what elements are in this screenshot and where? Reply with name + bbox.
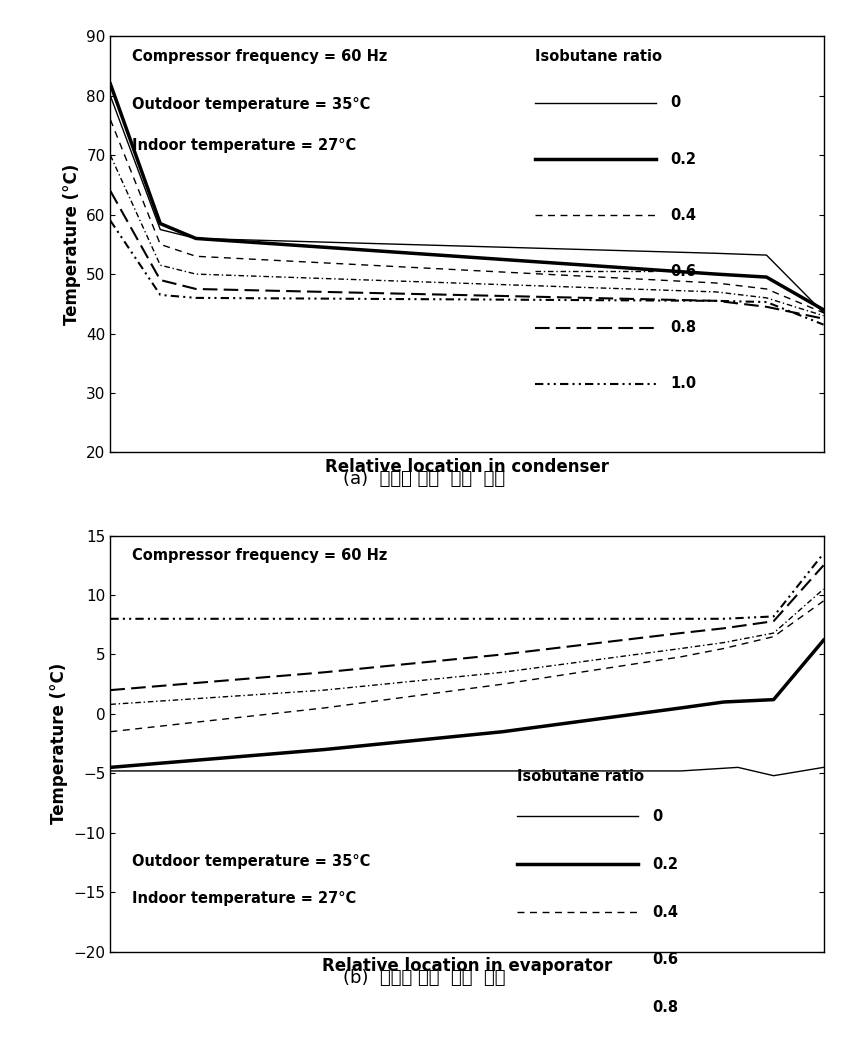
Text: 0.2: 0.2 [652,857,678,872]
Text: (b)  증발기 내부  온도  분포: (b) 증발기 내부 온도 분포 [343,969,506,987]
X-axis label: Relative location in condenser: Relative location in condenser [325,458,609,476]
Text: Outdoor temperature = 35°C: Outdoor temperature = 35°C [132,854,370,868]
Text: Isobutane ratio: Isobutane ratio [517,769,644,783]
Y-axis label: Temperature (°C): Temperature (°C) [63,163,81,326]
Text: Indoor temperature = 27°C: Indoor temperature = 27°C [132,891,356,906]
Text: 0.6: 0.6 [670,264,696,279]
Text: Outdoor temperature = 35°C: Outdoor temperature = 35°C [132,97,370,111]
Text: 0.8: 0.8 [670,320,696,335]
Text: 0: 0 [652,809,662,824]
Text: (a)  응충기 내부  온도  분포: (a) 응충기 내부 온도 분포 [344,470,505,488]
Text: Isobutane ratio: Isobutane ratio [535,49,661,63]
Y-axis label: Temperature (°C): Temperature (°C) [50,662,68,825]
Text: Compressor frequency = 60 Hz: Compressor frequency = 60 Hz [132,49,387,63]
Text: 0.6: 0.6 [652,953,678,967]
Text: 0.4: 0.4 [670,208,696,223]
Text: 1.0: 1.0 [670,376,696,391]
X-axis label: Relative location in evaporator: Relative location in evaporator [322,957,612,976]
Text: 0: 0 [670,96,680,110]
Text: 0.4: 0.4 [652,905,678,919]
Text: Indoor temperature = 27°C: Indoor temperature = 27°C [132,138,356,153]
Text: 0.8: 0.8 [652,1000,678,1015]
Text: 0.2: 0.2 [670,152,696,166]
Text: Compressor frequency = 60 Hz: Compressor frequency = 60 Hz [132,548,387,563]
